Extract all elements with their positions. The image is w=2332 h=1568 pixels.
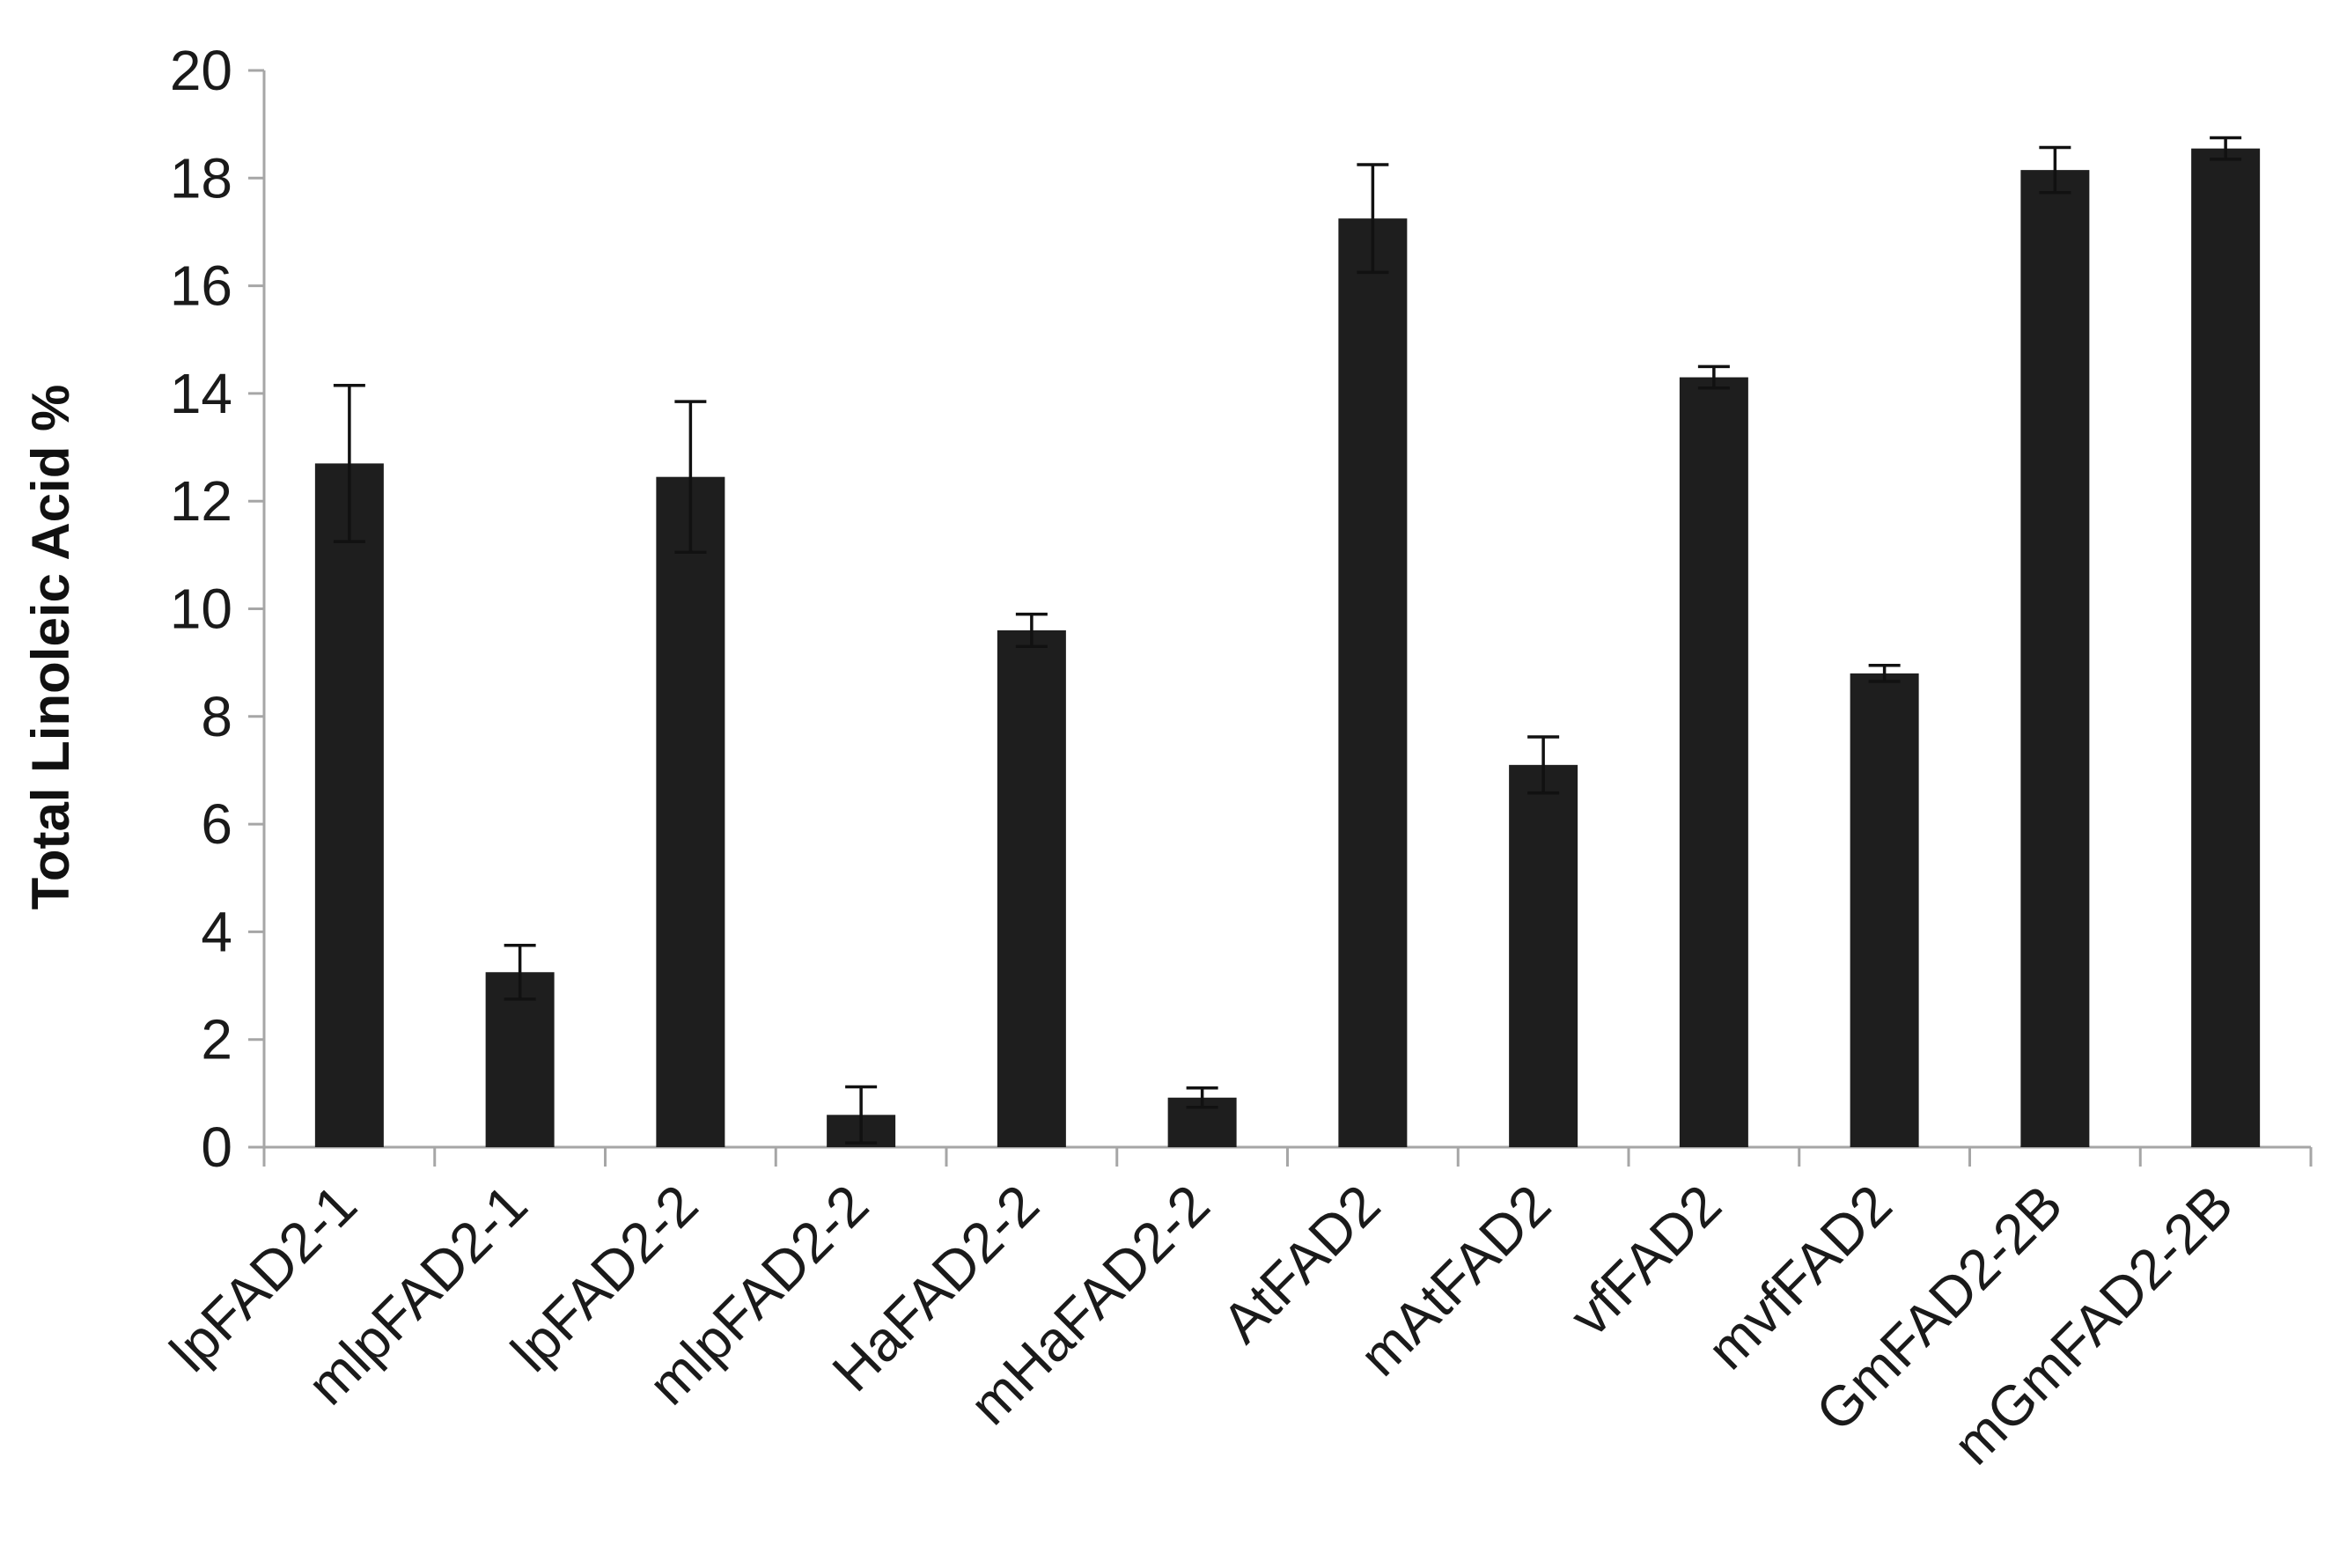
y-axis-title-group: Total Linoleic Acid % [21, 385, 80, 910]
x-tick-label: mAtFAD2 [1347, 1173, 1563, 1388]
y-tick-label: 14 [170, 362, 232, 425]
y-tick-label: 4 [201, 900, 232, 963]
y-tick-label: 0 [201, 1115, 232, 1179]
y-tick-labels: 0 2 4 6 8 10 12 14 16 18 20 [170, 39, 232, 1179]
bar [1509, 764, 1578, 1147]
error-bars [333, 136, 2242, 1145]
bar [1679, 377, 1748, 1147]
bar [314, 463, 384, 1147]
y-tick-label: 10 [170, 578, 232, 641]
x-tick-labels: lpFAD2-1mlpFAD2-1lpFAD2-2mlpFAD2-2HaFAD2… [158, 1173, 2245, 1476]
bar [997, 629, 1066, 1147]
bar [1338, 218, 1408, 1148]
y-tick-label: 6 [201, 792, 232, 856]
bar [1850, 673, 1919, 1147]
bar [2191, 148, 2261, 1148]
y-tick-label: 16 [170, 254, 232, 318]
y-tick-label: 8 [201, 685, 232, 748]
x-tick-label: vfFAD2 [1557, 1173, 1732, 1348]
y-axis-title: Total Linoleic Acid % [21, 385, 80, 910]
y-tick-label: 20 [170, 39, 232, 102]
y-tick-label: 12 [170, 469, 232, 533]
axes [248, 69, 2313, 1167]
y-tick-label: 18 [170, 146, 232, 210]
y-tick-label: 2 [201, 1008, 232, 1071]
bar [656, 476, 725, 1147]
bar [485, 972, 555, 1147]
bars [314, 148, 2261, 1148]
bar [2020, 170, 2090, 1148]
